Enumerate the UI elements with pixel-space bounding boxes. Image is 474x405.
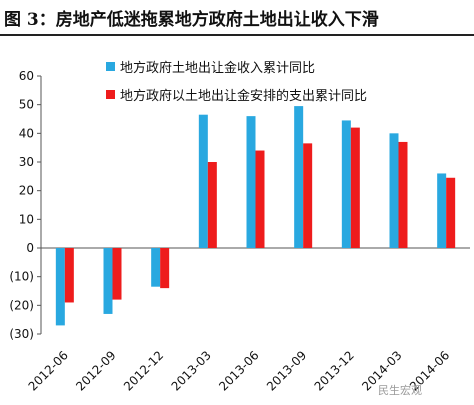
bar-expenditure <box>112 248 122 300</box>
y-tick-labels: 60 50 40 30 20 10 0 (10) (20) (30) <box>9 69 34 341</box>
bar-chart: 60 50 40 30 20 10 0 (10) (20) (30) 2012-06 2012-09… <box>9 69 470 394</box>
bar-income <box>198 114 208 248</box>
bar-expenditure <box>303 143 313 248</box>
x-tick-label: 2012-06 <box>26 348 71 393</box>
bar-expenditure <box>160 248 170 289</box>
bar-expenditure <box>398 141 408 248</box>
x-tick-label: 2013-03 <box>169 348 214 393</box>
chart-legend: 地方政府土地出让金收入累计同比 地方政府以土地出让金安排的支出累计同比 <box>106 52 367 108</box>
y-tick-label: 20 <box>19 184 34 198</box>
legend-item-expenditure: 地方政府以土地出让金安排的支出累计同比 <box>106 80 367 108</box>
bar-income <box>341 120 351 248</box>
title-divider <box>0 34 474 36</box>
x-tick-label: 2012-09 <box>73 348 118 393</box>
y-tick-label: 0 <box>26 241 34 255</box>
y-tick-label: 40 <box>19 126 34 140</box>
bar-income <box>389 133 399 248</box>
y-tick-label: (30) <box>9 327 34 341</box>
legend-label-expenditure: 地方政府以土地出让金安排的支出累计同比 <box>120 88 368 104</box>
figure-title: 图 3：房地产低迷拖累地方政府土地出让收入下滑 <box>4 10 379 30</box>
y-tick-label: 50 <box>19 98 34 112</box>
bar-expenditure <box>255 150 265 248</box>
bar-income <box>103 248 113 314</box>
y-tick-label: (20) <box>9 298 34 312</box>
watermark: 民生宏观 <box>378 384 422 397</box>
y-tick-label: 10 <box>19 212 34 226</box>
legend-swatch-expenditure <box>106 89 115 99</box>
legend-label-income: 地方政府土地出让金收入累计同比 <box>120 60 316 76</box>
bar-expenditure <box>207 162 217 248</box>
bar-expenditure <box>64 248 74 303</box>
y-tick-label: (10) <box>9 270 34 284</box>
legend-swatch-income <box>106 61 115 71</box>
bar-income <box>151 248 161 287</box>
legend-item-income: 地方政府土地出让金收入累计同比 <box>106 52 367 80</box>
figure-title-bar: 图 3：房地产低迷拖累地方政府土地出让收入下滑 <box>0 0 474 34</box>
bar-expenditure <box>350 127 360 248</box>
bar-income <box>437 173 447 248</box>
x-tick-label: 2013-06 <box>216 348 261 393</box>
x-tick-label: 2013-09 <box>264 348 309 393</box>
bar-income <box>294 106 304 248</box>
bar-income <box>246 116 256 248</box>
x-tick-label: 2013-12 <box>312 348 357 393</box>
bar-income <box>55 248 65 326</box>
chart-bars <box>55 106 456 326</box>
y-tick-label: 60 <box>19 69 34 83</box>
x-tick-label: 2012-12 <box>121 348 166 393</box>
y-tick-label: 30 <box>19 155 34 169</box>
bar-expenditure <box>446 177 456 248</box>
